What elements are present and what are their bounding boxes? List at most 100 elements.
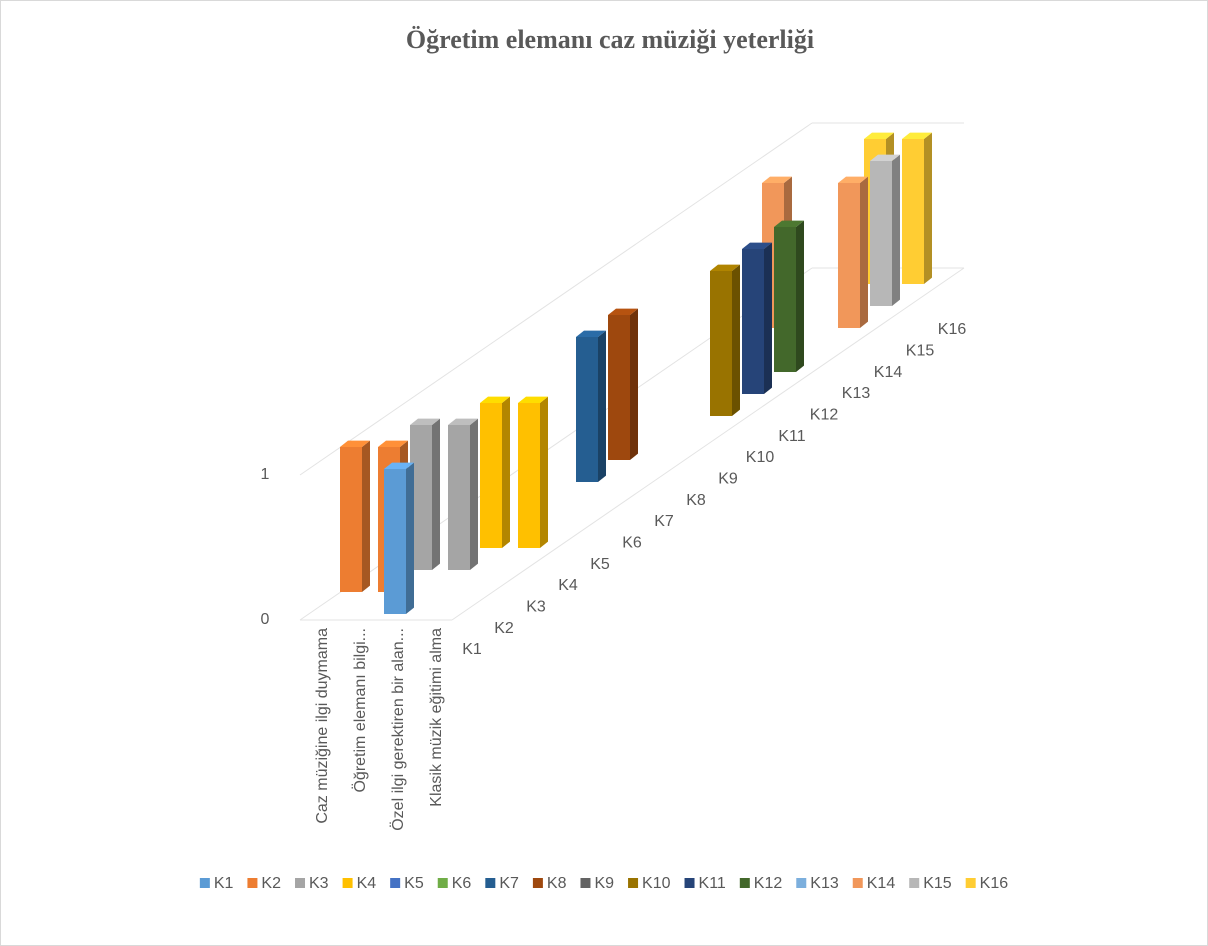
legend: K1 K2 K3 K4 K5 K6 K7 K8 K9 K10 K11 K12 K13 K14 K15 K16 xyxy=(199,875,1009,892)
legend-swatch xyxy=(965,878,976,888)
bar-side xyxy=(406,462,414,614)
bar xyxy=(340,440,370,592)
bar-side xyxy=(502,396,510,548)
bar xyxy=(608,308,638,460)
legend-label: K15 xyxy=(923,875,952,892)
legend-label: K7 xyxy=(499,875,519,892)
bar-side xyxy=(362,440,370,592)
bar-side xyxy=(924,132,932,284)
bar-side xyxy=(860,176,868,328)
legend-swatch xyxy=(684,878,695,888)
bar xyxy=(518,396,548,548)
depth-tick-label: K12 xyxy=(810,406,839,423)
bar-top xyxy=(870,154,900,161)
depth-tick-label: K9 xyxy=(718,470,738,487)
bar-front xyxy=(608,315,630,460)
bar xyxy=(576,330,606,482)
depth-tick-label: K5 xyxy=(590,556,610,573)
legend-swatch xyxy=(437,878,448,888)
bar-top xyxy=(762,176,792,183)
legend-swatch xyxy=(247,878,258,888)
bar-top xyxy=(480,396,510,403)
bar-front xyxy=(902,139,924,284)
bar-top xyxy=(838,176,868,183)
bar-front xyxy=(576,337,598,482)
bar-top xyxy=(448,418,478,425)
grid-line xyxy=(299,122,813,476)
y-tick-label: 1 xyxy=(261,466,270,483)
legend-label: K14 xyxy=(867,875,896,892)
floor-edge xyxy=(451,267,965,621)
depth-tick-label: K6 xyxy=(622,535,642,552)
x-tick-label: Özel ilgi gerektiren bir alan... xyxy=(389,628,407,831)
bar-front xyxy=(518,403,540,548)
bar-front xyxy=(710,271,732,416)
legend-swatch xyxy=(580,878,591,888)
bar-side xyxy=(598,330,606,482)
depth-tick-label: K3 xyxy=(526,599,546,616)
legend-label: K3 xyxy=(309,875,329,892)
x-tick-label: Klasik müzik eğitimi alma xyxy=(428,628,445,807)
bar-top xyxy=(710,264,740,271)
bar-top xyxy=(518,396,548,403)
bar-front xyxy=(774,227,796,372)
bar-top xyxy=(902,132,932,139)
bar-top xyxy=(742,242,772,249)
bar-front xyxy=(838,183,860,328)
chart-title: Öğretim elemanı caz müziği yeterliği xyxy=(406,25,814,54)
bar-side xyxy=(432,418,440,570)
legend-swatch xyxy=(796,878,807,888)
legend-label: K10 xyxy=(642,875,671,892)
legend-label: K1 xyxy=(214,875,234,892)
bar xyxy=(480,396,510,548)
bar-top xyxy=(774,220,804,227)
legend-label: K8 xyxy=(547,875,567,892)
legend-label: K5 xyxy=(404,875,424,892)
bar-front xyxy=(340,447,362,592)
legend-label: K9 xyxy=(594,875,614,892)
bar xyxy=(774,220,804,372)
bar-side xyxy=(796,220,804,372)
bar-top xyxy=(410,418,440,425)
legend-swatch xyxy=(909,878,920,888)
bar xyxy=(384,462,414,614)
legend-swatch xyxy=(739,878,750,888)
bar xyxy=(710,264,740,416)
bar xyxy=(838,176,868,328)
legend-label: K16 xyxy=(980,875,1009,892)
y-tick-label: 0 xyxy=(261,611,270,628)
legend-label: K4 xyxy=(357,875,377,892)
legend-swatch xyxy=(295,878,306,888)
bar xyxy=(448,418,478,570)
legend-label: K13 xyxy=(810,875,839,892)
depth-tick-label: K7 xyxy=(654,513,674,530)
bar-side xyxy=(892,154,900,306)
legend-label: K11 xyxy=(699,875,726,892)
x-tick-label: Öğretim elemanı bilgi... xyxy=(351,628,369,793)
bar-front xyxy=(480,403,502,548)
bar-side xyxy=(470,418,478,570)
depth-tick-label: K4 xyxy=(558,577,578,594)
bar-top xyxy=(608,308,638,315)
bar xyxy=(410,418,440,570)
bar xyxy=(742,242,772,394)
depth-tick-label: K2 xyxy=(494,620,514,637)
legend-label: K6 xyxy=(452,875,472,892)
depth-tick-label: K16 xyxy=(938,321,967,338)
bar-front xyxy=(870,161,892,306)
depth-tick-label: K1 xyxy=(462,641,482,658)
bar-side xyxy=(764,242,772,394)
bar-side xyxy=(540,396,548,548)
legend-label: K2 xyxy=(261,875,281,892)
bar-front xyxy=(384,469,406,614)
bar-top xyxy=(864,132,894,139)
bar-front xyxy=(448,425,470,570)
legend-swatch xyxy=(628,878,639,888)
bar-side xyxy=(732,264,740,416)
depth-tick-label: K15 xyxy=(906,342,935,359)
legend-swatch xyxy=(485,878,496,888)
legend-swatch xyxy=(390,878,401,888)
bar xyxy=(870,154,900,306)
legend-swatch xyxy=(532,878,543,888)
depth-tick-label: K10 xyxy=(746,449,775,466)
